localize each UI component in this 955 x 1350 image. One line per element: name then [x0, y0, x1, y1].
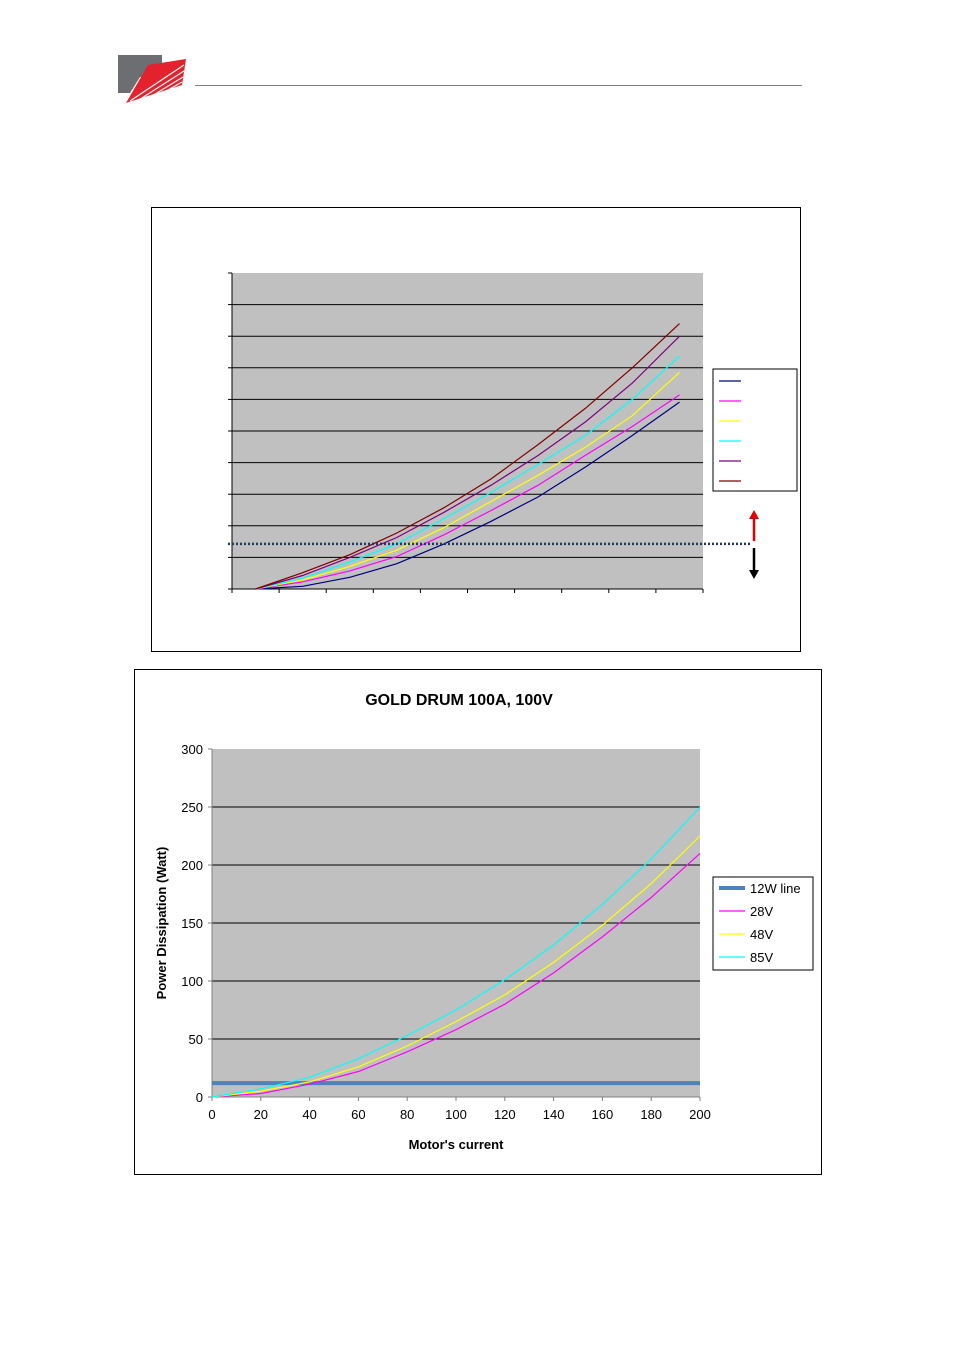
x-tick-label: 120	[494, 1107, 516, 1122]
chart-1-frame	[151, 207, 801, 652]
series-line-3	[255, 355, 680, 590]
chart-title: GOLD DRUM 100A, 100V	[365, 692, 553, 709]
series-line-1	[211, 852, 701, 1098]
y-tick-label: 100	[181, 974, 203, 989]
x-tick-label: 200	[689, 1107, 711, 1122]
legend-label: 28V	[750, 904, 773, 919]
x-tick-label: 100	[445, 1107, 467, 1122]
x-tick-label: 160	[592, 1107, 614, 1122]
header-rule	[195, 85, 802, 86]
y-axis-title: Power Dissipation (Watt)	[154, 847, 169, 1000]
series-line-5	[255, 323, 680, 590]
y-tick-label: 250	[181, 800, 203, 815]
x-tick-label: 80	[400, 1107, 414, 1122]
legend-label: 48V	[750, 927, 773, 942]
y-tick-label: 150	[181, 916, 203, 931]
legend-box	[712, 876, 814, 971]
series-line-3	[211, 806, 701, 1098]
company-logo	[118, 55, 186, 104]
chart-2-frame: GOLD DRUM 100A, 100V 0 50 100 150 200 250 300 0 2…	[134, 669, 822, 1175]
chart-1	[228, 272, 798, 593]
series-line-0	[255, 401, 680, 590]
up-arrow-head	[749, 510, 759, 519]
series-line-2	[211, 835, 701, 1098]
down-arrow-head	[749, 570, 759, 579]
legend-label: 85V	[750, 950, 773, 965]
x-tick-label: 40	[302, 1107, 316, 1122]
series-line-2	[255, 371, 680, 590]
legend-box	[712, 368, 798, 492]
x-tick-label: 140	[543, 1107, 565, 1122]
y-tick-label: 300	[181, 742, 203, 757]
chart-2: GOLD DRUM 100A, 100V 0 50 100 150 200 250 300 0 2…	[154, 692, 814, 1152]
y-tick-label: 50	[189, 1032, 203, 1047]
series-line-1	[255, 394, 680, 590]
y-tick-label: 0	[196, 1090, 203, 1105]
y-tick-label: 200	[181, 858, 203, 873]
x-tick-label: 60	[351, 1107, 365, 1122]
legend-label: 12W line	[750, 881, 801, 896]
x-tick-label: 20	[254, 1107, 268, 1122]
x-axis-title: Motor's current	[409, 1137, 504, 1152]
x-tick-label: 180	[640, 1107, 662, 1122]
x-tick-label: 0	[208, 1107, 215, 1122]
series-line-4	[255, 335, 680, 590]
